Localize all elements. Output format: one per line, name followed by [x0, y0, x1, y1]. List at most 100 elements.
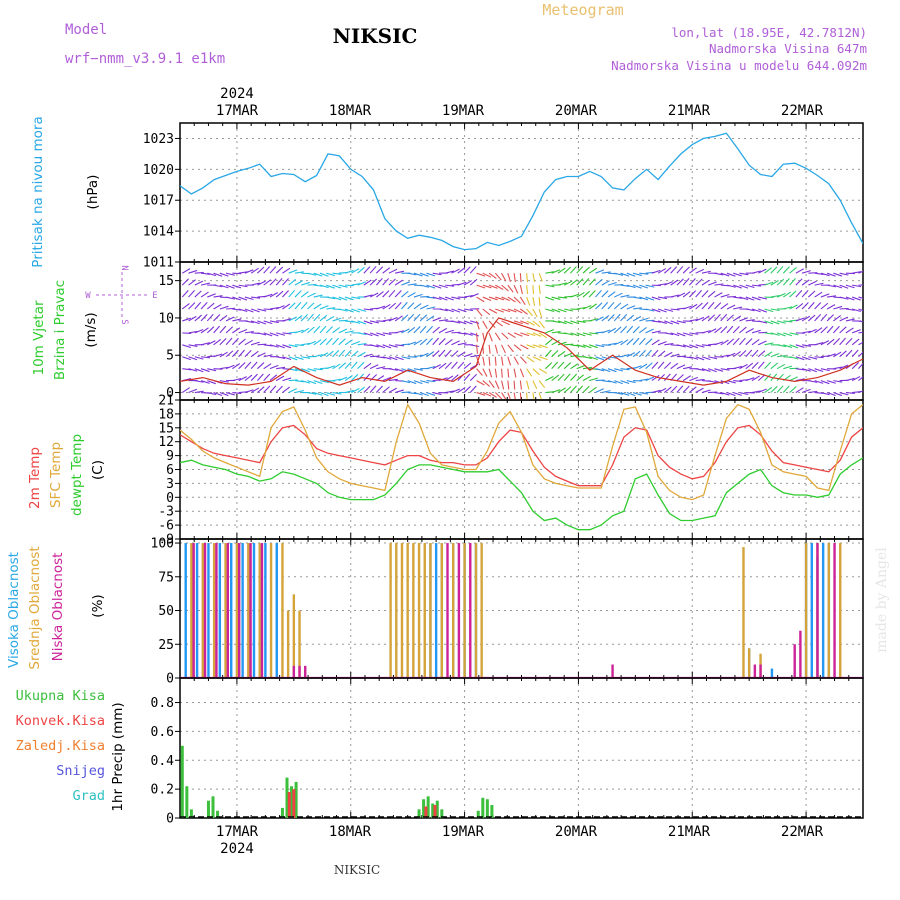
wind-barb [357, 308, 367, 312]
wind-barb [689, 376, 699, 382]
wind-barb [257, 386, 265, 393]
wind-barb [826, 272, 836, 277]
wind-barb [538, 356, 548, 361]
y-tick-label: 100 [151, 537, 174, 552]
legend-conv-rain: Konvek.Kisa [16, 713, 105, 729]
wind-barb [444, 361, 452, 370]
wind-barb [457, 332, 467, 335]
wind-barb [182, 368, 192, 371]
legend-frozen-rain: Zaledj.Kisa [16, 738, 105, 754]
wind-barb [507, 356, 512, 366]
wind-barb [507, 332, 516, 339]
wind-barb [789, 344, 799, 349]
cloud-bar [292, 665, 296, 678]
wind-barb [707, 281, 717, 286]
wind-barb [783, 344, 793, 349]
cloud-bar [457, 543, 461, 678]
wind-barb [181, 268, 191, 274]
wind-barb [526, 356, 535, 363]
precip-bar [292, 789, 296, 818]
wind-barb [595, 316, 604, 322]
wind-barb [407, 368, 417, 372]
wind-barb [451, 350, 459, 358]
wind-barb [551, 361, 559, 370]
wind-barb [275, 266, 284, 274]
wind-barb [413, 326, 421, 334]
wind-barb [451, 388, 461, 394]
elevation-label: Nadmorska Visina 647m [709, 41, 867, 56]
wind-barb [394, 302, 402, 310]
wind-barb [463, 320, 473, 325]
wind-barb [526, 273, 529, 283]
wind-barb [388, 268, 398, 274]
cloud-high-label: Visoka Oblacnost [6, 552, 22, 668]
wind-barb [676, 385, 684, 393]
cloud-bar [827, 543, 831, 678]
wind-barb [582, 344, 592, 349]
wind-barb [344, 361, 352, 370]
wind-barb [545, 338, 553, 346]
wind-barb [194, 301, 202, 310]
wind-barb [733, 296, 743, 299]
wind-barb [307, 313, 314, 322]
wind-barb [363, 308, 373, 311]
wind-barb [326, 284, 335, 289]
wind-barb [338, 319, 348, 322]
wind-barb [733, 365, 743, 370]
wind-barb [814, 356, 824, 359]
wind-barb [858, 308, 863, 312]
wind-barb [532, 332, 542, 337]
wind-barb [607, 368, 617, 373]
wind-barb [313, 284, 323, 287]
wind-barb [206, 326, 215, 334]
day-label-top: 22MAR [781, 103, 824, 119]
wind-barb [739, 272, 749, 276]
bottom-year-label: 2024 [220, 841, 254, 857]
y-tick-label: 5 [166, 349, 174, 364]
wind-barb [494, 356, 497, 366]
wind-barb [526, 344, 536, 349]
wind-barb [783, 291, 792, 298]
wind-barb [689, 344, 699, 349]
wind-barb [375, 266, 384, 274]
precip-bar [422, 799, 426, 818]
wind-barb [676, 332, 686, 337]
wind-barb [401, 391, 411, 394]
wind-barb [576, 385, 584, 393]
wind-barb [776, 385, 784, 393]
wind-barb [269, 266, 277, 274]
wind-barb [845, 327, 854, 334]
wind-barb [188, 315, 197, 322]
wind-barb [181, 303, 190, 310]
wind-barb [495, 308, 504, 313]
wind-barb [350, 374, 359, 382]
wind-barb [388, 289, 396, 298]
wind-barb [301, 342, 311, 346]
wind-barb [770, 373, 778, 381]
tsfc-label: SFC Temp [48, 442, 64, 508]
wind-barb [325, 337, 333, 346]
wind-barb [207, 340, 216, 346]
wind-barb [200, 302, 208, 310]
cloud-bar [816, 543, 819, 678]
wind-barb [695, 278, 703, 286]
wind-barb [294, 380, 304, 383]
compass-south: S [119, 319, 129, 324]
y-tick-label: 9 [166, 449, 174, 464]
wind-barb [351, 308, 360, 313]
wind-barb [188, 330, 198, 334]
wind-barb [695, 302, 703, 310]
wind-barb [382, 318, 392, 322]
wind-barb [564, 343, 574, 346]
wind-barb [326, 272, 336, 277]
cloud-bar [429, 543, 432, 678]
wind-barb [758, 296, 768, 300]
wind-barb [357, 320, 367, 325]
footer-station: NIKSIC [334, 863, 380, 877]
y-tick-label: 50 [158, 604, 174, 619]
wind-barb [538, 344, 548, 349]
wind-barb [545, 362, 553, 370]
wind-barb [758, 320, 768, 324]
wind-barb [589, 356, 598, 361]
